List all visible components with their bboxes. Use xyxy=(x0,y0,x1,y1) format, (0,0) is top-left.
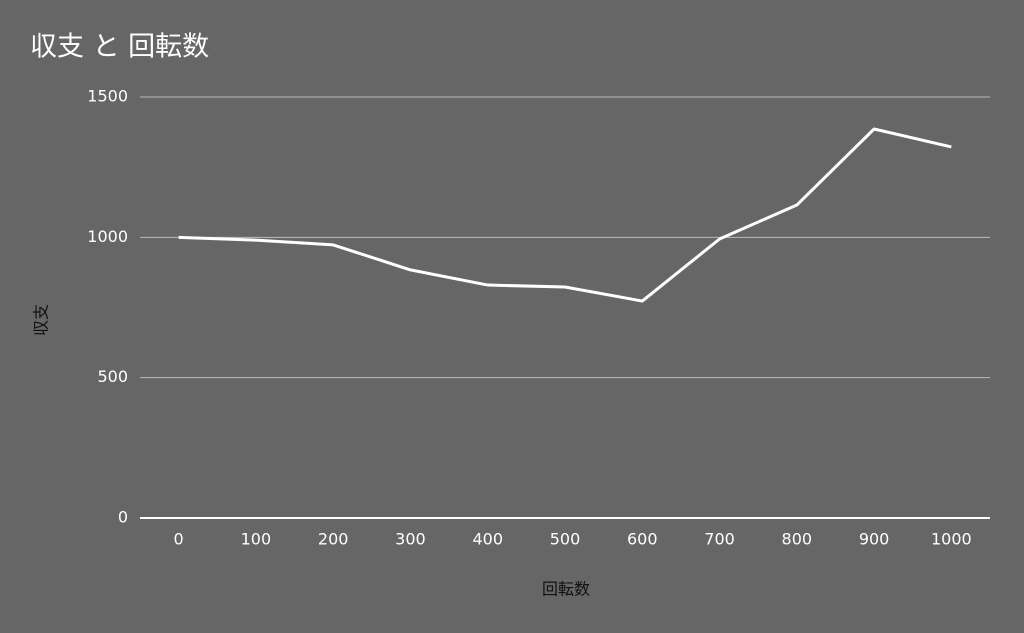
x-tick-label: 700 xyxy=(704,530,735,549)
x-tick-label: 900 xyxy=(859,530,890,549)
x-tick-label: 600 xyxy=(627,530,658,549)
y-axis-label: 収支 xyxy=(32,304,51,336)
y-tick-label: 1000 xyxy=(87,227,128,246)
x-tick-label: 300 xyxy=(395,530,426,549)
y-tick-label: 0 xyxy=(118,508,128,527)
chart-title: 収支 と 回転数 xyxy=(30,32,209,63)
x-tick-label: 0 xyxy=(174,530,184,549)
y-tick-label: 1500 xyxy=(87,87,128,106)
x-tick-label: 400 xyxy=(472,530,503,549)
x-tick-label: 800 xyxy=(782,530,813,549)
x-tick-label: 100 xyxy=(241,530,272,549)
y-tick-label: 500 xyxy=(97,367,128,386)
x-tick-label: 200 xyxy=(318,530,349,549)
x-tick-label: 1000 xyxy=(931,530,972,549)
line xyxy=(178,127,952,303)
x-axis-label: 回転数 xyxy=(542,580,590,599)
x-tick-label: 500 xyxy=(550,530,581,549)
